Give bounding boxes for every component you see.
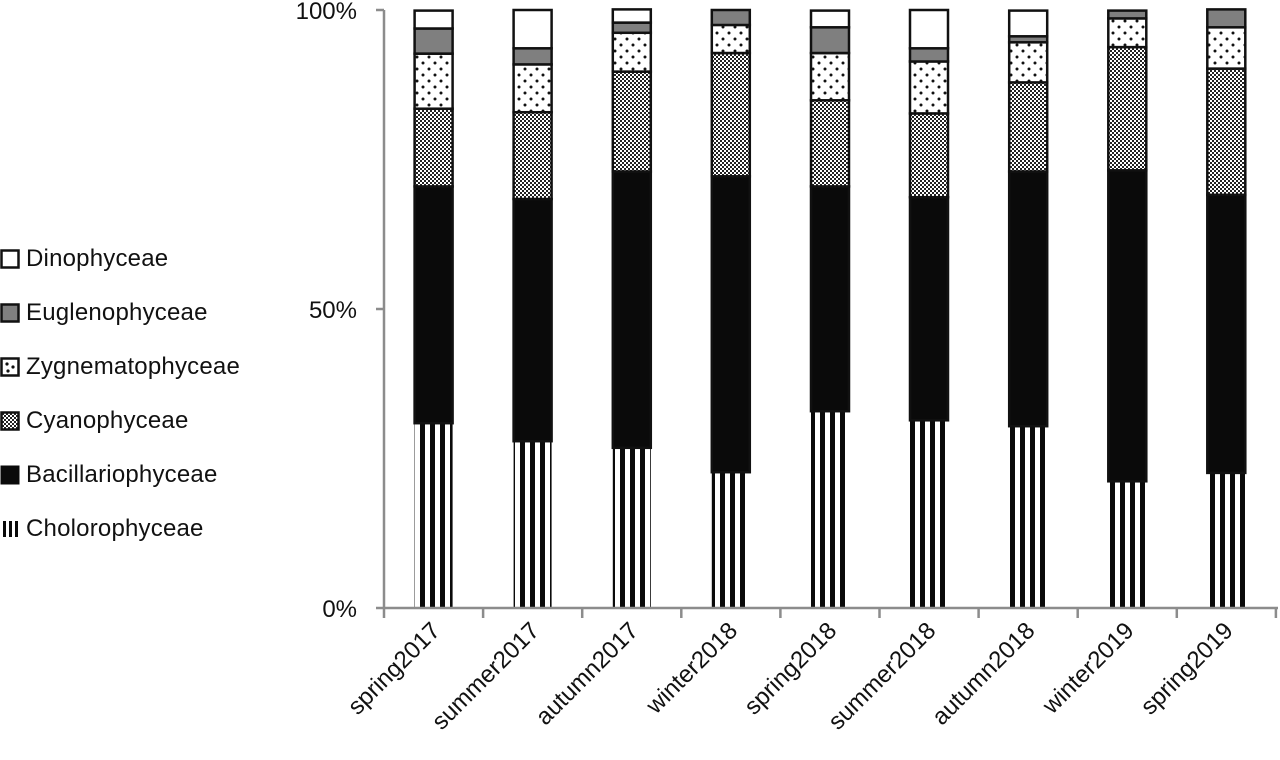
bar-segment-zygnematophyceae [809, 51, 851, 102]
y-tick-label: 0% [322, 596, 357, 623]
legend-label: Euglenophyceae [26, 299, 208, 326]
bar-autumn2017 [611, 8, 653, 608]
bar-segment-euglenophyceae [413, 27, 454, 55]
y-tick-label: 50% [309, 297, 357, 324]
x-tick-label: summer2017 [427, 617, 545, 735]
bar-segment-zygnematophyceae [1007, 41, 1049, 84]
legend-swatch-stripes-icon [3, 521, 18, 537]
bar-segment-cholorophyceae [910, 420, 948, 608]
bar-segment-cholorophyceae [1009, 426, 1048, 608]
bar-spring2017 [413, 9, 454, 608]
bar-summer2017 [512, 8, 553, 608]
bar-segment-zygnematophyceae [710, 23, 752, 55]
x-tick-label: spring2018 [739, 617, 842, 720]
x-tick-label: winter2019 [1037, 617, 1140, 720]
x-tick-label: summer2018 [823, 617, 941, 735]
legend-item-euglenophyceae: Euglenophyceae [0, 286, 240, 340]
bar-segment-euglenophyceae [512, 47, 553, 66]
bar-autumn2018 [1007, 9, 1049, 608]
bar-segment-bacillariophyceae [512, 197, 553, 443]
legend-label: Dinophyceae [26, 245, 169, 272]
bar-segment-euglenophyceae [1107, 9, 1148, 20]
x-tick-label: spring2019 [1136, 617, 1239, 720]
bar-segment-cyanophyceae [1206, 67, 1247, 197]
bar-segment-cholorophyceae [513, 441, 552, 608]
legend-item-zygnematophyceae: Zygnematophyceae [0, 340, 240, 394]
bar-segment-dinophyceae [908, 8, 950, 50]
bar-segment-cholorophyceae [811, 411, 849, 608]
bar-segment-cholorophyceae [612, 447, 651, 608]
bar-segment-euglenophyceae [809, 26, 851, 55]
legend-label: Zygnematophyceae [26, 353, 240, 380]
x-tick-label: autumn2018 [927, 617, 1040, 730]
bar-segment-cholorophyceae [1108, 481, 1147, 608]
bar-segment-bacillariophyceae [1206, 193, 1247, 475]
bar-segment-cholorophyceae [414, 423, 453, 608]
bar-segment-zygnematophyceae [611, 31, 653, 73]
y-tick-label: 100% [296, 0, 357, 25]
bar-segment-cyanophyceae [809, 99, 851, 188]
bar-segment-cyanophyceae [1007, 81, 1049, 173]
bar-segment-cyanophyceae [611, 70, 653, 173]
bar-segment-euglenophyceae [611, 21, 653, 35]
legend-swatch-black-icon [0, 465, 20, 485]
bar-segment-bacillariophyceae [611, 170, 653, 450]
legend-item-cholorophyceae: Cholorophyceae [0, 502, 240, 556]
bar-segment-euglenophyceae [908, 47, 950, 63]
legend: Dinophyceae Euglenophyceae Zygnematophyc… [0, 232, 240, 556]
x-tick-label: winter2018 [640, 617, 743, 720]
bar-winter2018 [710, 8, 752, 608]
bar-segment-zygnematophyceae [1107, 17, 1148, 49]
legend-item-cyanophyceae: Cyanophyceae [0, 394, 240, 448]
bar-segment-cyanophyceae [710, 51, 752, 178]
bar-segment-bacillariophyceae [809, 185, 851, 413]
bar-segment-cholorophyceae [711, 472, 750, 608]
bar-segment-dinophyceae [809, 9, 851, 29]
bar-winter2019 [1107, 9, 1148, 608]
legend-swatch-white-icon [0, 249, 20, 269]
bar-spring2019 [1206, 8, 1247, 608]
legend-swatch-checker-icon [0, 411, 20, 431]
bar-segment-bacillariophyceae [1007, 170, 1049, 428]
bar-segment-bacillariophyceae [710, 174, 752, 474]
bar-spring2018 [809, 9, 851, 608]
bar-segment-bacillariophyceae [908, 195, 950, 422]
bar-segment-dinophyceae [512, 8, 553, 50]
bar-segment-bacillariophyceae [1107, 169, 1148, 483]
bar-segment-cyanophyceae [413, 107, 454, 188]
x-tick-label: autumn2017 [531, 617, 644, 730]
bar-segment-euglenophyceae [1206, 8, 1247, 29]
bar-segment-cholorophyceae [1207, 472, 1246, 608]
bar-segment-dinophyceae [413, 9, 454, 30]
bar-segment-cyanophyceae [1107, 45, 1148, 172]
bar-segment-cyanophyceae [512, 111, 553, 201]
legend-item-dinophyceae: Dinophyceae [0, 232, 240, 286]
legend-item-bacillariophyceae: Bacillariophyceae [0, 448, 240, 502]
bar-segment-dinophyceae [611, 8, 653, 24]
legend-label: Bacillariophyceae [26, 461, 218, 488]
bar-segment-zygnematophyceae [908, 60, 950, 115]
bar-segment-cyanophyceae [908, 112, 950, 199]
legend-label: Cholorophyceae [26, 515, 204, 542]
x-tick-label: spring2017 [343, 617, 446, 720]
bar-segment-zygnematophyceae [413, 52, 454, 110]
legend-label: Cyanophyceae [26, 407, 189, 434]
bar-segment-bacillariophyceae [413, 185, 454, 425]
bar-summer2018 [908, 8, 950, 608]
bar-group [413, 8, 1247, 608]
legend-swatch-gray-icon [0, 303, 20, 323]
bar-segment-euglenophyceae [710, 8, 752, 27]
bar-segment-zygnematophyceae [1206, 26, 1247, 70]
legend-swatch-dots-icon [0, 357, 20, 377]
bar-segment-zygnematophyceae [512, 63, 553, 114]
bar-segment-dinophyceae [1007, 9, 1049, 38]
